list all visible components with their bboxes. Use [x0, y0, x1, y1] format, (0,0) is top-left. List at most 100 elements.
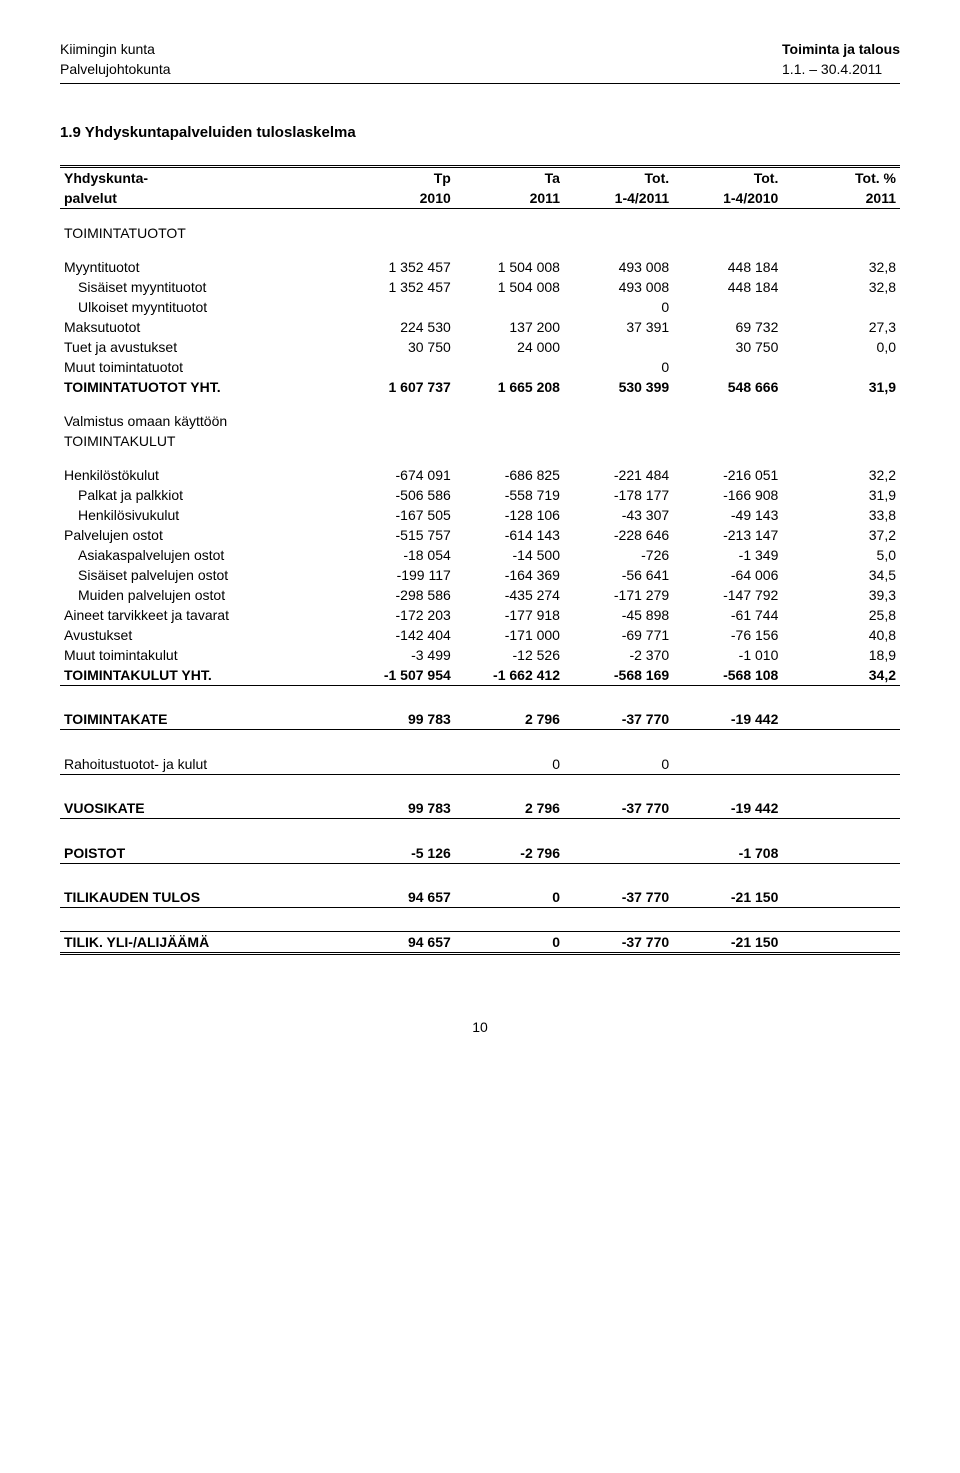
cell: 0 — [455, 754, 564, 775]
th-entity-2: palvelut — [60, 188, 346, 209]
cell: -1 349 — [673, 545, 782, 565]
row-toimintakulut-yht: TOIMINTAKULUT YHT. -1 507 954 -1 662 412… — [60, 665, 900, 686]
row-avustukset: Avustukset -142 404 -171 000 -69 771 -76… — [60, 625, 900, 645]
row-tuet: Tuet ja avustukset 30 750 24 000 30 750 … — [60, 337, 900, 357]
row-poistot: POISTOT -5 126 -2 796 -1 708 — [60, 843, 900, 864]
cell: 37,2 — [782, 525, 900, 545]
cell: 493 008 — [564, 277, 673, 297]
row-sis-palv-ostot: Sisäiset palvelujen ostot -199 117 -164 … — [60, 565, 900, 585]
row-valmistus: Valmistus omaan käyttöön — [60, 411, 900, 431]
divider — [60, 863, 900, 887]
cell: -1 010 — [673, 645, 782, 665]
th-tp: Tp — [346, 167, 455, 189]
label: Maksutuotot — [60, 317, 346, 337]
cell: 27,3 — [782, 317, 900, 337]
cell: -14 500 — [455, 545, 564, 565]
label: TOIMINTATUOTOT — [60, 223, 346, 243]
cell: -614 143 — [455, 525, 564, 545]
th-2010: 2010 — [346, 188, 455, 209]
row-toimintakulut-hdr: TOIMINTAKULUT — [60, 431, 900, 451]
label: Sisäiset palvelujen ostot — [60, 565, 346, 585]
cell: -164 369 — [455, 565, 564, 585]
cell: 31,9 — [782, 377, 900, 397]
row-muut-kulut: Muut toimintakulut -3 499 -12 526 -2 370… — [60, 645, 900, 665]
label: Sisäiset myyntituotot — [60, 277, 346, 297]
cell: 94 657 — [346, 932, 455, 954]
row-vuosikate: VUOSIKATE 99 783 2 796 -37 770 -19 442 — [60, 798, 900, 819]
label: Valmistus omaan käyttöön — [60, 411, 346, 431]
cell: 224 530 — [346, 317, 455, 337]
row-tilikauden-tulos: TILIKAUDEN TULOS 94 657 0 -37 770 -21 15… — [60, 887, 900, 908]
cell: 0 — [564, 357, 673, 377]
header-right: Toiminta ja talous 1.1. – 30.4.2011 — [782, 40, 900, 79]
cell: 33,8 — [782, 505, 900, 525]
row-muiden-palv-ostot: Muiden palvelujen ostot -298 586 -435 27… — [60, 585, 900, 605]
cell: -5 126 — [346, 843, 455, 864]
cell: 32,8 — [782, 257, 900, 277]
cell: -18 054 — [346, 545, 455, 565]
cell: -2 796 — [455, 843, 564, 864]
label: TILIK. YLI-/ALIJÄÄMÄ — [60, 932, 346, 954]
divider — [60, 819, 900, 843]
label: Muut toimintakulut — [60, 645, 346, 665]
cell: 30 750 — [346, 337, 455, 357]
cell: 99 783 — [346, 709, 455, 730]
page-number: 10 — [60, 1019, 900, 1035]
row-aineet: Aineet tarvikkeet ja tavarat -172 203 -1… — [60, 605, 900, 625]
cell: -128 106 — [455, 505, 564, 525]
row-henkilostokulut: Henkilöstökulut -674 091 -686 825 -221 4… — [60, 465, 900, 485]
label: Ulkoiset myyntituotot — [60, 297, 346, 317]
cell: -61 744 — [673, 605, 782, 625]
row-tilik-yli: TILIK. YLI-/ALIJÄÄMÄ 94 657 0 -37 770 -2… — [60, 932, 900, 954]
th-entity-1: Yhdyskunta- — [60, 167, 346, 189]
cell: -221 484 — [564, 465, 673, 485]
header-left: Kiimingin kunta Palvelujohtokunta — [60, 40, 171, 79]
cell: -37 770 — [564, 887, 673, 908]
page-header: Kiimingin kunta Palvelujohtokunta Toimin… — [60, 40, 900, 84]
cell: -167 505 — [346, 505, 455, 525]
spacer — [60, 397, 900, 411]
cell: -199 117 — [346, 565, 455, 585]
cell: -147 792 — [673, 585, 782, 605]
cell: -37 770 — [564, 932, 673, 954]
cell: -19 442 — [673, 709, 782, 730]
cell: -558 719 — [455, 485, 564, 505]
cell: 40,8 — [782, 625, 900, 645]
label: Muiden palvelujen ostot — [60, 585, 346, 605]
label: Henkilöstökulut — [60, 465, 346, 485]
cell: -177 918 — [455, 605, 564, 625]
cell: 2 796 — [455, 709, 564, 730]
cell: 5,0 — [782, 545, 900, 565]
row-toimintatuotot-hdr: TOIMINTATUOTOT — [60, 223, 900, 243]
row-maksutuotot: Maksutuotot 224 530 137 200 37 391 69 73… — [60, 317, 900, 337]
th-2011b: 2011 — [782, 188, 900, 209]
cell: -298 586 — [346, 585, 455, 605]
cell: -171 279 — [564, 585, 673, 605]
label: TOIMINTAKULUT — [60, 431, 346, 451]
cell: -69 771 — [564, 625, 673, 645]
label: Henkilösivukulut — [60, 505, 346, 525]
cell: 1 352 457 — [346, 257, 455, 277]
label: TOIMINTATUOTOT YHT. — [60, 377, 346, 397]
th-tot1: Tot. — [564, 167, 673, 189]
th-14-2010: 1-4/2010 — [673, 188, 782, 209]
section-title: 1.9 Yhdyskuntapalveluiden tuloslaskelma — [60, 124, 900, 141]
cell: -49 143 — [673, 505, 782, 525]
cell: 1 504 008 — [455, 257, 564, 277]
th-2011: 2011 — [455, 188, 564, 209]
label: Palvelujen ostot — [60, 525, 346, 545]
cell: 0 — [455, 887, 564, 908]
cell: 0 — [455, 932, 564, 954]
th-ta: Ta — [455, 167, 564, 189]
cell: -686 825 — [455, 465, 564, 485]
label: Tuet ja avustukset — [60, 337, 346, 357]
board-name: Palvelujohtokunta — [60, 60, 171, 80]
cell: -435 274 — [455, 585, 564, 605]
label: Asiakaspalvelujen ostot — [60, 545, 346, 565]
cell: 1 665 208 — [455, 377, 564, 397]
cell: 2 796 — [455, 798, 564, 819]
label: POISTOT — [60, 843, 346, 864]
cell: -12 526 — [455, 645, 564, 665]
row-toimintatuotot-yht: TOIMINTATUOTOT YHT. 1 607 737 1 665 208 … — [60, 377, 900, 397]
income-statement-table: Yhdyskunta- Tp Ta Tot. Tot. Tot. % palve… — [60, 165, 900, 959]
